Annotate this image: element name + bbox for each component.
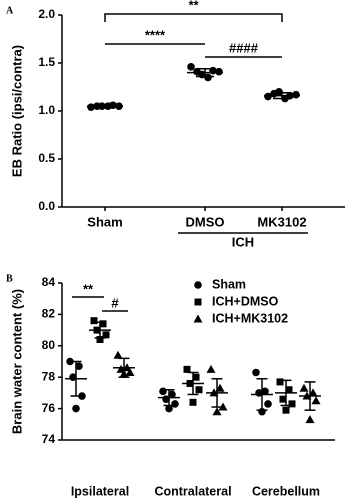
y-tick-label: 1.0 (38, 103, 55, 117)
point (279, 395, 287, 403)
point (288, 400, 296, 408)
y-tick-label: 2.0 (38, 7, 55, 21)
point (252, 368, 260, 377)
point (299, 383, 309, 392)
point (168, 390, 176, 399)
point (218, 402, 228, 411)
point (215, 67, 223, 76)
point (96, 336, 104, 344)
significance-label: #### (229, 40, 259, 55)
y-tick-label: 0.0 (38, 199, 55, 213)
point (261, 387, 269, 396)
point (305, 415, 315, 424)
x-tick-label: Ipsilateral (71, 484, 129, 498)
point (264, 92, 272, 101)
point (292, 90, 300, 99)
legend-label: Sham (212, 277, 246, 291)
point (78, 392, 86, 400)
point (193, 314, 203, 323)
y-tick-label: 0.5 (38, 151, 55, 165)
point (195, 386, 203, 394)
point (183, 365, 191, 373)
significance-label: ** (188, 0, 199, 12)
legend-label: ICH+DMSO (212, 294, 279, 308)
y-tick-label: 74 (42, 432, 56, 446)
panel-label: B (6, 273, 13, 284)
point (159, 387, 167, 396)
legend-label: ICH+MK3102 (212, 311, 288, 325)
point (275, 88, 283, 96)
point (187, 63, 195, 71)
point (165, 404, 173, 413)
panel-label: A (6, 5, 14, 16)
y-tick-label: 80 (42, 338, 56, 352)
point (75, 362, 83, 371)
point (212, 407, 222, 416)
significance-bracket (104, 13, 283, 22)
point (194, 281, 202, 289)
point (189, 398, 197, 406)
point (276, 378, 284, 386)
point (66, 357, 74, 366)
significance-label: # (111, 295, 119, 310)
point (113, 350, 123, 359)
point (102, 331, 110, 339)
significance-label: **** (145, 27, 166, 42)
x-tick-label: MK3102 (257, 214, 306, 229)
y-tick-label: 82 (42, 307, 56, 321)
y-tick-label: 84 (42, 275, 56, 289)
point (264, 400, 272, 408)
y-tick-label: 76 (42, 401, 56, 415)
point (72, 404, 80, 413)
point (282, 406, 290, 414)
significance-label: ** (83, 281, 94, 296)
x-tick-label: DMSO (186, 214, 225, 229)
x-tick-label: Cerebellum (252, 484, 320, 498)
point (204, 73, 212, 82)
y-tick-label: 1.5 (38, 55, 55, 69)
y-tick-label: 78 (42, 369, 56, 383)
point (192, 373, 200, 381)
point (90, 317, 98, 325)
point (125, 367, 135, 376)
point (171, 400, 179, 408)
point (206, 364, 216, 373)
point (285, 386, 293, 394)
point (99, 320, 107, 328)
group-label: ICH (232, 234, 254, 249)
point (194, 298, 202, 306)
x-tick-label: Sham (87, 214, 122, 229)
y-axis-label: Brain water content (%) (9, 289, 24, 434)
point (87, 103, 95, 111)
x-tick-label: Contralateral (154, 484, 231, 498)
y-axis-label: EB Ratio (ipsi/contra) (9, 45, 24, 177)
point (311, 396, 321, 405)
